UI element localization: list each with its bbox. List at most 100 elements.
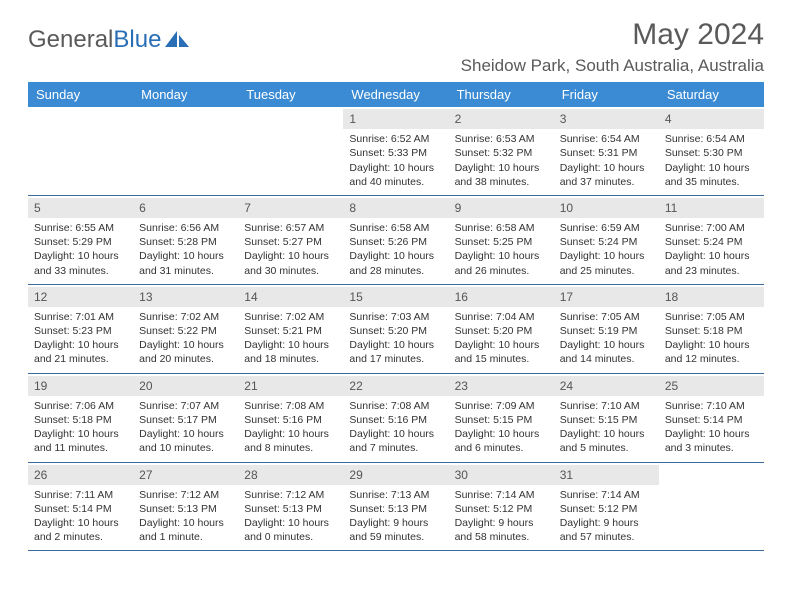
daylight-text: Daylight: 10 hours and 11 minutes. [34, 427, 127, 455]
daylight-text: Daylight: 10 hours and 40 minutes. [349, 161, 442, 189]
day-number: 1 [343, 109, 448, 129]
daylight-text: Daylight: 10 hours and 23 minutes. [665, 249, 758, 277]
day-number: 30 [449, 465, 554, 485]
day-number: 14 [238, 287, 343, 307]
day-number: 15 [343, 287, 448, 307]
sunrise-text: Sunrise: 7:07 AM [139, 399, 232, 413]
title-block: May 2024 Sheidow Park, South Australia, … [461, 18, 764, 76]
sunset-text: Sunset: 5:24 PM [560, 235, 653, 249]
day-cell [238, 107, 343, 195]
day-cell: 17Sunrise: 7:05 AMSunset: 5:19 PMDayligh… [554, 285, 659, 373]
sunset-text: Sunset: 5:27 PM [244, 235, 337, 249]
day-cell: 12Sunrise: 7:01 AMSunset: 5:23 PMDayligh… [28, 285, 133, 373]
day-number: 22 [343, 376, 448, 396]
dow-sunday: Sunday [28, 82, 133, 107]
daylight-text: Daylight: 10 hours and 25 minutes. [560, 249, 653, 277]
day-cell: 26Sunrise: 7:11 AMSunset: 5:14 PMDayligh… [28, 463, 133, 551]
sunset-text: Sunset: 5:12 PM [560, 502, 653, 516]
day-number: 2 [449, 109, 554, 129]
day-number: 18 [659, 287, 764, 307]
day-number: 13 [133, 287, 238, 307]
sunset-text: Sunset: 5:16 PM [244, 413, 337, 427]
day-number: 11 [659, 198, 764, 218]
sunrise-text: Sunrise: 6:55 AM [34, 221, 127, 235]
day-cell: 30Sunrise: 7:14 AMSunset: 5:12 PMDayligh… [449, 463, 554, 551]
week-row: 12Sunrise: 7:01 AMSunset: 5:23 PMDayligh… [28, 285, 764, 374]
day-cell: 14Sunrise: 7:02 AMSunset: 5:21 PMDayligh… [238, 285, 343, 373]
day-cell: 9Sunrise: 6:58 AMSunset: 5:25 PMDaylight… [449, 196, 554, 284]
day-number: 26 [28, 465, 133, 485]
day-cell: 4 Sunrise: 6:54 AMSunset: 5:30 PMDaylight… [659, 107, 764, 195]
day-cell: 15Sunrise: 7:03 AMSunset: 5:20 PMDayligh… [343, 285, 448, 373]
sunset-text: Sunset: 5:13 PM [244, 502, 337, 516]
week-row: 26Sunrise: 7:11 AMSunset: 5:14 PMDayligh… [28, 463, 764, 552]
day-cell: 27Sunrise: 7:12 AMSunset: 5:13 PMDayligh… [133, 463, 238, 551]
sunset-text: Sunset: 5:23 PM [34, 324, 127, 338]
day-cell: 7Sunrise: 6:57 AMSunset: 5:27 PMDaylight… [238, 196, 343, 284]
sunset-text: Sunset: 5:19 PM [560, 324, 653, 338]
day-cell [133, 107, 238, 195]
daylight-text: Daylight: 10 hours and 37 minutes. [560, 161, 653, 189]
dow-monday: Monday [133, 82, 238, 107]
day-number: 31 [554, 465, 659, 485]
day-number: 4 [659, 109, 764, 129]
sunrise-text: Sunrise: 6:54 AM [665, 132, 758, 146]
sunset-text: Sunset: 5:18 PM [34, 413, 127, 427]
sunset-text: Sunset: 5:16 PM [349, 413, 442, 427]
sunrise-text: Sunrise: 7:04 AM [455, 310, 548, 324]
sunrise-text: Sunrise: 6:53 AM [455, 132, 548, 146]
daylight-text: Daylight: 10 hours and 30 minutes. [244, 249, 337, 277]
location-label: Sheidow Park, South Australia, Australia [461, 56, 764, 76]
day-number: 19 [28, 376, 133, 396]
sunset-text: Sunset: 5:21 PM [244, 324, 337, 338]
dow-header: Sunday Monday Tuesday Wednesday Thursday… [28, 82, 764, 107]
day-cell: 31Sunrise: 7:14 AMSunset: 5:12 PMDayligh… [554, 463, 659, 551]
sunrise-text: Sunrise: 7:08 AM [349, 399, 442, 413]
daylight-text: Daylight: 9 hours and 58 minutes. [455, 516, 548, 544]
day-number: 24 [554, 376, 659, 396]
dow-wednesday: Wednesday [343, 82, 448, 107]
daylight-text: Daylight: 10 hours and 5 minutes. [560, 427, 653, 455]
dow-thursday: Thursday [449, 82, 554, 107]
daylight-text: Daylight: 10 hours and 28 minutes. [349, 249, 442, 277]
day-cell: 25Sunrise: 7:10 AMSunset: 5:14 PMDayligh… [659, 374, 764, 462]
day-cell: 23Sunrise: 7:09 AMSunset: 5:15 PMDayligh… [449, 374, 554, 462]
day-number: 23 [449, 376, 554, 396]
week-row: 5Sunrise: 6:55 AMSunset: 5:29 PMDaylight… [28, 196, 764, 285]
daylight-text: Daylight: 9 hours and 57 minutes. [560, 516, 653, 544]
daylight-text: Daylight: 10 hours and 15 minutes. [455, 338, 548, 366]
daylight-text: Daylight: 10 hours and 35 minutes. [665, 161, 758, 189]
daylight-text: Daylight: 10 hours and 17 minutes. [349, 338, 442, 366]
day-number [659, 465, 764, 485]
sunrise-text: Sunrise: 7:05 AM [560, 310, 653, 324]
day-cell [28, 107, 133, 195]
calendar: Sunday Monday Tuesday Wednesday Thursday… [28, 82, 764, 551]
daylight-text: Daylight: 10 hours and 12 minutes. [665, 338, 758, 366]
sunset-text: Sunset: 5:12 PM [455, 502, 548, 516]
day-number: 9 [449, 198, 554, 218]
sunset-text: Sunset: 5:28 PM [139, 235, 232, 249]
daylight-text: Daylight: 10 hours and 1 minute. [139, 516, 232, 544]
day-cell: 6Sunrise: 6:56 AMSunset: 5:28 PMDaylight… [133, 196, 238, 284]
sunset-text: Sunset: 5:26 PM [349, 235, 442, 249]
sunrise-text: Sunrise: 6:57 AM [244, 221, 337, 235]
weeks-container: 1Sunrise: 6:52 AMSunset: 5:33 PMDaylight… [28, 107, 764, 551]
sunrise-text: Sunrise: 7:12 AM [139, 488, 232, 502]
sunrise-text: Sunrise: 7:10 AM [560, 399, 653, 413]
day-cell: 1Sunrise: 6:52 AMSunset: 5:33 PMDaylight… [343, 107, 448, 195]
header: GeneralBlue May 2024 Sheidow Park, South… [28, 18, 764, 76]
brand-part1: General [28, 26, 113, 54]
day-number: 12 [28, 287, 133, 307]
daylight-text: Daylight: 10 hours and 3 minutes. [665, 427, 758, 455]
sunset-text: Sunset: 5:30 PM [665, 146, 758, 160]
sunset-text: Sunset: 5:14 PM [34, 502, 127, 516]
day-cell: 2Sunrise: 6:53 AMSunset: 5:32 PMDaylight… [449, 107, 554, 195]
sunset-text: Sunset: 5:17 PM [139, 413, 232, 427]
sunrise-text: Sunrise: 7:12 AM [244, 488, 337, 502]
sunset-text: Sunset: 5:13 PM [349, 502, 442, 516]
day-number [133, 109, 238, 129]
sunrise-text: Sunrise: 7:02 AM [244, 310, 337, 324]
day-number: 10 [554, 198, 659, 218]
day-cell: 3Sunrise: 6:54 AMSunset: 5:31 PMDaylight… [554, 107, 659, 195]
sunset-text: Sunset: 5:33 PM [349, 146, 442, 160]
